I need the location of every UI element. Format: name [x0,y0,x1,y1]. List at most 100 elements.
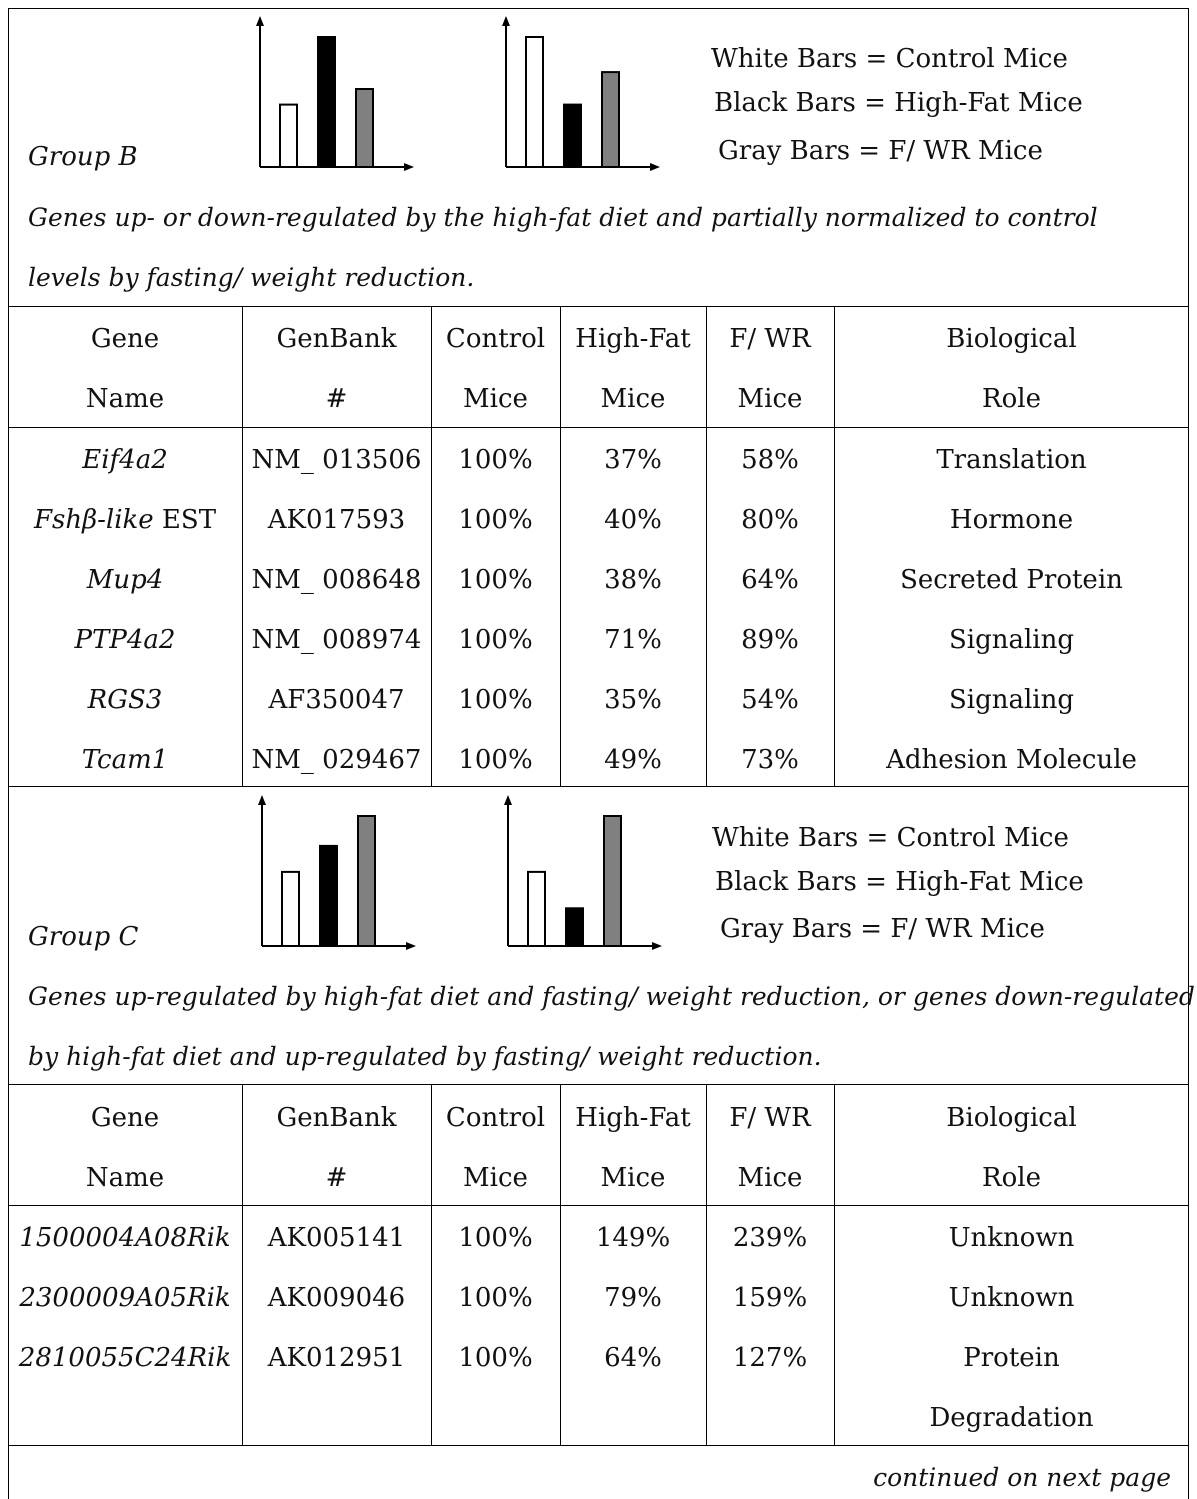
column-header-fwr-mice-line2: Mice [737,384,803,414]
genbank-number-cell: AK009046 [267,1283,406,1313]
control-mice-cell: 100% [458,1283,533,1313]
column-header-fwr-mice: F/ WR [729,1103,811,1133]
group-c-right-x-arrow [652,942,662,950]
group-b-right-x-arrow [650,163,660,171]
genbank-number-cell: AK017593 [267,505,406,535]
biological-role-cell: Signaling [948,625,1075,655]
column-header-control-mice: Control [445,1103,546,1133]
column-header-control-mice: Control [445,324,546,354]
column-divider [242,1084,243,1445]
group-b-chart-right [502,16,660,171]
fwr-mice-cell: 159% [732,1283,808,1313]
table-frame [8,8,1189,1499]
control-mice-cell: 100% [458,1223,533,1253]
group-c-left-high-fat-bar [319,844,338,947]
gene-name-cell: RGS3 [8,685,242,715]
genbank-number-cell: NM_ 008974 [251,625,422,655]
group-c-left-fwr-bar [357,815,376,947]
genbank-number-cell: NM_ 008648 [251,565,422,595]
column-header-biological-role: Biological [946,1103,1077,1133]
control-mice-cell: 100% [458,625,533,655]
genbank-number-cell: AK005141 [267,1223,406,1253]
column-header-high-fat-mice-line2: Mice [600,384,666,414]
column-header-control-mice-line2: Mice [463,1163,528,1193]
biological-role-cell: Unknown [948,1283,1075,1313]
high-fat-mice-cell: 35% [604,685,662,715]
column-header-gene-name: Gene [90,324,160,354]
group-c-left-x-arrow [406,942,416,950]
group-c-legend-black: Black Bars = High-Fat Mice [715,867,1084,897]
column-header-high-fat-mice-line2: Mice [600,1163,666,1193]
column-header-genbank-number: GenBank [276,324,397,354]
group-b-caption-line1: Genes up- or down-regulated by the high-… [28,203,1098,232]
column-divider [431,306,432,786]
gene-name-cell: PTP4a2 [8,625,242,655]
fwr-mice-cell: 73% [741,745,799,775]
column-divider [431,1084,432,1445]
group-c-right-y-arrow [504,795,512,805]
high-fat-mice-cell: 38% [604,565,662,595]
group-c-legend-white: White Bars = Control Mice [712,823,1069,853]
genbank-number-cell: NM_ 029467 [251,745,422,775]
group-b-legend-white: White Bars = Control Mice [711,44,1068,74]
fwr-mice-cell: 80% [741,505,799,535]
column-header-genbank-number: GenBank [276,1103,397,1133]
gene-symbol: Mup4 [86,565,164,595]
gene-name-cell: Fshβ-like EST [8,505,242,535]
column-header-gene-name-line2: Name [85,1163,165,1193]
divider [8,306,1189,307]
gene-symbol: PTP4a2 [74,625,176,655]
group-c-left-y-arrow [258,795,266,805]
group-b-right-y-arrow [502,16,510,26]
column-header-genbank-number-line2: # [325,1163,348,1193]
group-b-right-fwr-bar [601,71,620,168]
group-b-right-control-bar [525,36,544,168]
high-fat-mice-cell: 149% [595,1223,671,1253]
group-c-chart-left [258,795,416,950]
group-b-left-y-arrow [256,16,264,26]
gene-symbol: 2300009A05Rik [19,1283,231,1313]
gene-name-cell: 2810055C24Rik [8,1343,242,1373]
genbank-number-cell: AK012951 [267,1343,406,1373]
divider [8,786,1189,787]
column-divider [560,306,561,786]
column-divider [706,1084,707,1445]
fwr-mice-cell: 58% [741,445,799,475]
high-fat-mice-cell: 40% [604,505,662,535]
fwr-mice-cell: 89% [741,625,799,655]
column-divider [242,306,243,786]
group-b-legend-black: Black Bars = High-Fat Mice [714,88,1083,118]
gene-name-cell: Mup4 [8,565,242,595]
group-c-label: Group C [28,922,139,952]
divider [8,1445,1189,1446]
biological-role-cell: Signaling [948,685,1075,715]
gene-symbol: 2810055C24Rik [18,1343,232,1373]
genbank-number-cell: AF350047 [268,685,405,715]
biological-role-cell: Unknown [948,1223,1075,1253]
column-header-biological-role: Biological [946,324,1077,354]
gene-symbol: Fshβ-like [33,505,154,535]
column-divider [560,1084,561,1445]
biological-role-cell: Secreted Protein [900,565,1123,595]
continued-note: continued on next page [873,1463,1171,1492]
gene-name-cell: 1500004A08Rik [8,1223,242,1253]
column-header-high-fat-mice: High-Fat [575,324,691,354]
group-c-caption-line1: Genes up-regulated by high-fat diet and … [28,982,1195,1011]
group-b-left-high-fat-bar [317,36,336,168]
fwr-mice-cell: 54% [741,685,799,715]
group-c-caption-line2: by high-fat diet and up-regulated by fas… [28,1042,822,1071]
column-header-gene-name: Gene [90,1103,160,1133]
column-divider [834,306,835,786]
group-b-left-x-arrow [404,163,414,171]
high-fat-mice-cell: 71% [604,625,662,655]
gene-symbol: Tcam1 [81,745,169,775]
group-b-right-high-fat-bar [563,103,582,168]
divider [8,1084,1189,1085]
biological-role-cell: Hormone [949,505,1074,535]
group-b-left-control-bar [279,103,298,168]
high-fat-mice-cell: 49% [604,745,662,775]
group-b-left-fwr-bar [355,88,374,168]
column-header-genbank-number-line2: # [325,384,348,414]
group-c-right-high-fat-bar [565,907,584,948]
high-fat-mice-cell: 64% [604,1343,662,1373]
